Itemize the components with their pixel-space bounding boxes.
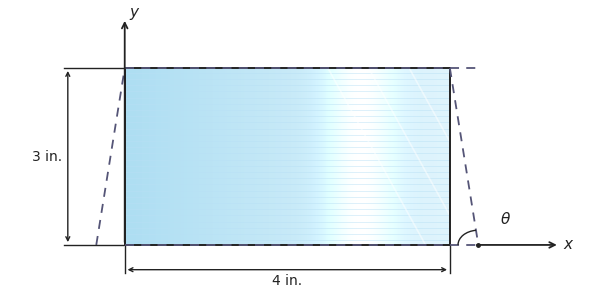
Text: y: y xyxy=(129,5,138,20)
Text: 4 in.: 4 in. xyxy=(272,274,302,288)
Text: θ: θ xyxy=(501,212,510,227)
Text: x: x xyxy=(564,238,573,253)
Text: 3 in.: 3 in. xyxy=(32,150,62,163)
